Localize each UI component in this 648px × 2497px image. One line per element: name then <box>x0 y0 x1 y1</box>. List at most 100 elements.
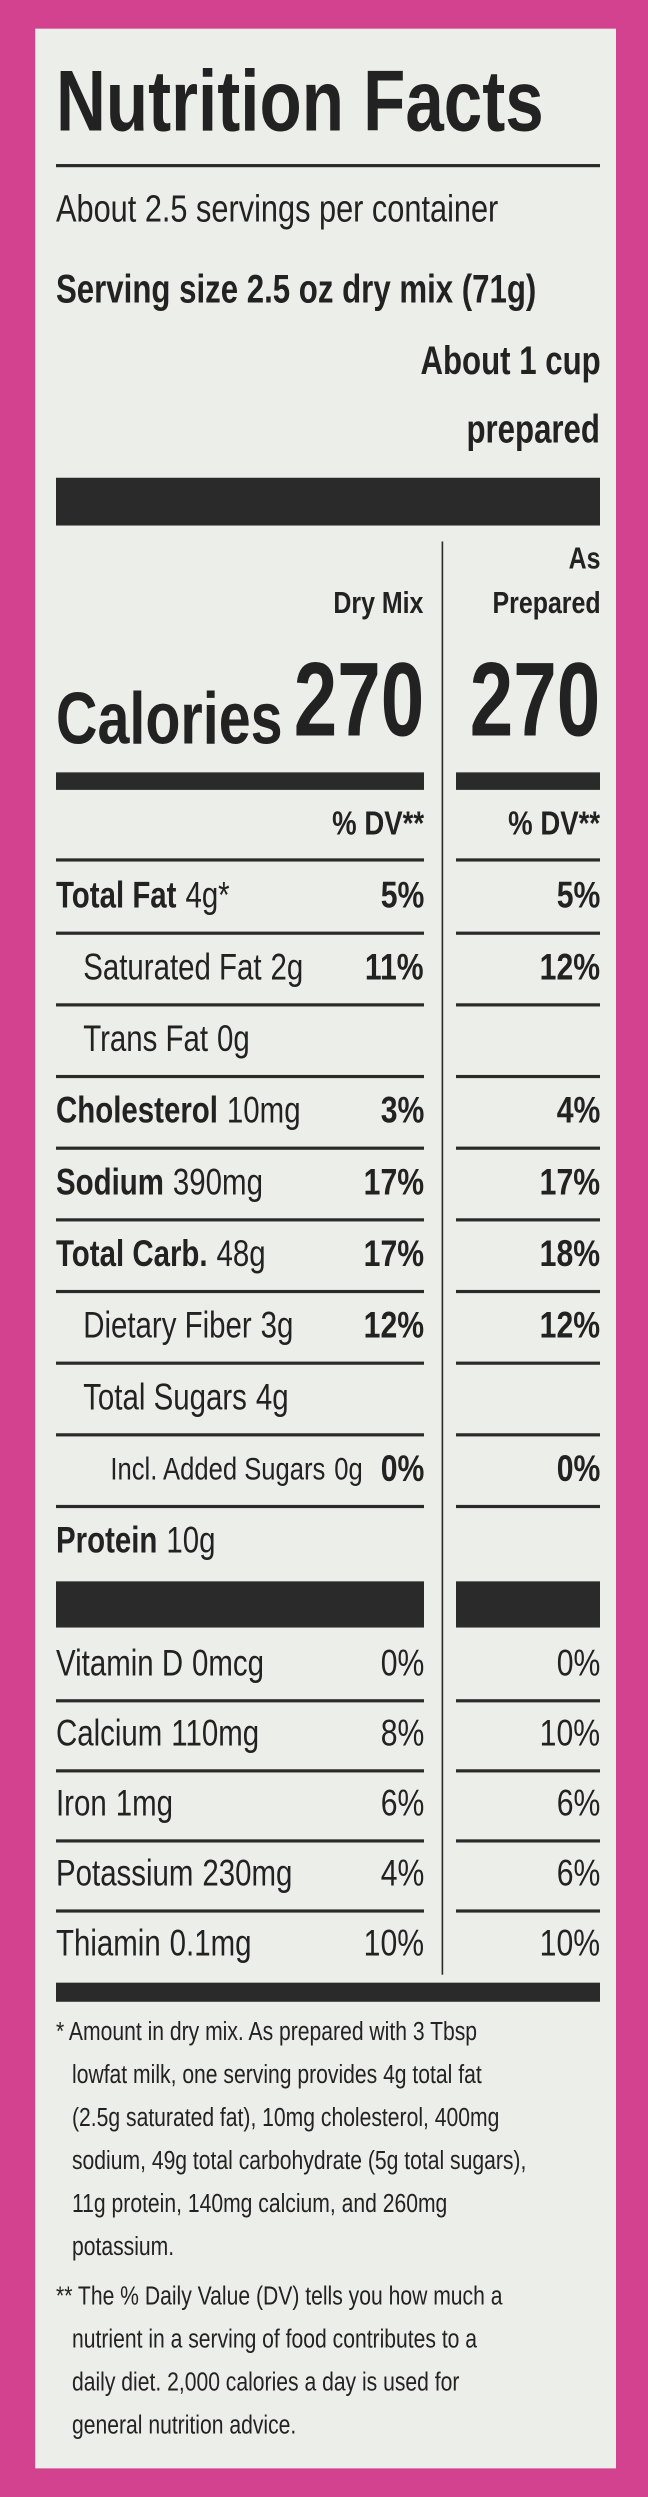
footnote: lowfat milk, one serving provides 4g tot… <box>72 2060 482 2090</box>
dv-dry: 10% <box>363 1922 424 1964</box>
nutrient-name: Cholesterol <box>56 1089 218 1131</box>
rule <box>456 931 600 935</box>
nutrient-name: Trans Fat <box>83 1017 209 1060</box>
rule <box>456 1289 600 1293</box>
dv-prepared: 10% <box>539 1712 600 1754</box>
footnote: nutrient in a serving of food contribute… <box>72 2325 478 2354</box>
dv-dry: 11% <box>365 946 424 988</box>
rule <box>56 858 424 862</box>
nutrient-amount: 0.1mg <box>169 1922 252 1964</box>
dv-header: % DV** <box>332 806 424 844</box>
rule <box>456 1361 600 1364</box>
rule <box>456 1003 600 1006</box>
nutrient-row: Protein 10g <box>56 1520 216 1564</box>
rule <box>456 1699 600 1702</box>
serving-size-prepared: prepared <box>466 407 600 453</box>
medium-bar <box>456 772 600 790</box>
nutrient-amount: 230mg <box>202 1852 293 1894</box>
dv-prepared: 12% <box>539 1304 600 1346</box>
nutrient-row: Dietary Fiber 3g <box>83 1305 293 1349</box>
nutrient-name: Saturated Fat <box>83 946 262 988</box>
nutrient-name: Total Fat <box>56 874 177 916</box>
footnote: potassium. <box>72 2232 175 2262</box>
nutrient-row: Total Carb. 48g <box>56 1233 266 1277</box>
nutrient-name: Thiamin <box>56 1922 161 1964</box>
nutrient-amount: 390mg <box>172 1161 263 1203</box>
dv-prepared: 10% <box>539 1922 600 1964</box>
dv-header: % DV** <box>508 806 600 844</box>
rule <box>456 1909 600 1912</box>
nutrient-name: Dietary Fiber <box>83 1304 252 1346</box>
nutrient-amount: 48g <box>216 1232 266 1275</box>
rule <box>56 931 424 935</box>
nutrient-row: Calcium 110mg <box>56 1712 259 1756</box>
serving-size-prepared: About 1 cup <box>419 339 600 384</box>
rule <box>56 1769 424 1772</box>
calories-value: 270 <box>469 640 600 759</box>
dv-dry: 12% <box>363 1304 424 1346</box>
nutrient-row: Saturated Fat 2g <box>83 946 303 990</box>
dv-prepared: 0% <box>556 1447 600 1490</box>
dv-prepared: 5% <box>556 874 600 916</box>
nutrient-row: Total Fat 4g* <box>56 875 230 919</box>
nutrition-label <box>35 28 616 2469</box>
column-header: Dry Mix <box>333 586 424 621</box>
dv-dry: 4% <box>380 1852 424 1894</box>
rule <box>56 1218 424 1221</box>
footnote: ** The % Daily Value (DV) tells you how … <box>56 2282 503 2311</box>
nutrient-name: Total Sugars <box>83 1376 247 1418</box>
rule <box>456 1218 600 1221</box>
footnote: * Amount in dry mix. As prepared with 3 … <box>56 2017 478 2047</box>
nutrient-amount: 3g <box>260 1304 294 1346</box>
nutrient-amount: 0g <box>334 1452 363 1488</box>
nutrient-row: Cholesterol 10mg <box>56 1090 301 1134</box>
footnote: daily diet. 2,000 calories a day is used… <box>72 2368 460 2397</box>
title: Nutrition Facts <box>56 53 544 150</box>
thick-bar <box>456 1581 600 1628</box>
nutrient-row: Trans Fat 0g <box>83 1018 250 1062</box>
rule <box>56 1433 424 1436</box>
nutrient-name: Vitamin D <box>56 1642 184 1684</box>
rule <box>456 858 600 862</box>
rule <box>456 1504 600 1508</box>
nutrient-amount: 10mg <box>226 1089 301 1131</box>
dv-dry: 3% <box>380 1089 424 1131</box>
servings: About 2.5 servings per container <box>56 187 499 231</box>
nutrient-name: Total Carb. <box>56 1232 208 1275</box>
footnote: sodium, 49g total carbohydrate (5g total… <box>72 2146 527 2176</box>
nutrient-amount: 2g <box>270 946 304 988</box>
dv-prepared: 12% <box>539 946 600 988</box>
column-header: Prepared <box>491 586 600 621</box>
dv-dry: 17% <box>363 1161 424 1203</box>
rule <box>456 1074 600 1078</box>
nutrient-amount: 0mcg <box>192 1642 265 1684</box>
dv-dry: 17% <box>363 1232 424 1275</box>
rule <box>56 1003 424 1006</box>
serving-size: Serving size 2.5 oz dry mix (71g) <box>56 267 537 313</box>
dv-dry: 8% <box>380 1712 424 1754</box>
dv-prepared: 6% <box>556 1782 600 1824</box>
nutrient-row: Total Sugars 4g <box>83 1376 288 1420</box>
calories-value: 270 <box>293 640 424 759</box>
nutrient-amount: 110mg <box>171 1712 260 1754</box>
dv-prepared: 17% <box>539 1161 600 1203</box>
rule <box>56 1504 424 1508</box>
thick-bar <box>56 477 600 526</box>
dv-prepared: 6% <box>556 1852 600 1894</box>
nutrient-row: Vitamin D 0mcg <box>56 1642 264 1686</box>
rule <box>456 1839 600 1842</box>
footnote: 11g protein, 140mg calcium, and 260mg <box>72 2189 448 2219</box>
footnote: (2.5g saturated fat), 10mg cholesterol, … <box>72 2103 500 2133</box>
rule <box>56 1074 424 1078</box>
nutrient-name: Iron <box>56 1782 107 1824</box>
nutrient-amount: 0g <box>217 1017 250 1060</box>
rule <box>456 1769 600 1772</box>
nutrient-row: Iron 1mg <box>56 1782 173 1826</box>
rule <box>56 1909 424 1912</box>
nutrient-row: Potassium 230mg <box>56 1852 292 1896</box>
dv-prepared: 4% <box>556 1089 600 1131</box>
thick-bar <box>56 1581 424 1628</box>
medium-bar <box>56 772 424 790</box>
nutrient-amount: 10g <box>166 1519 216 1561</box>
